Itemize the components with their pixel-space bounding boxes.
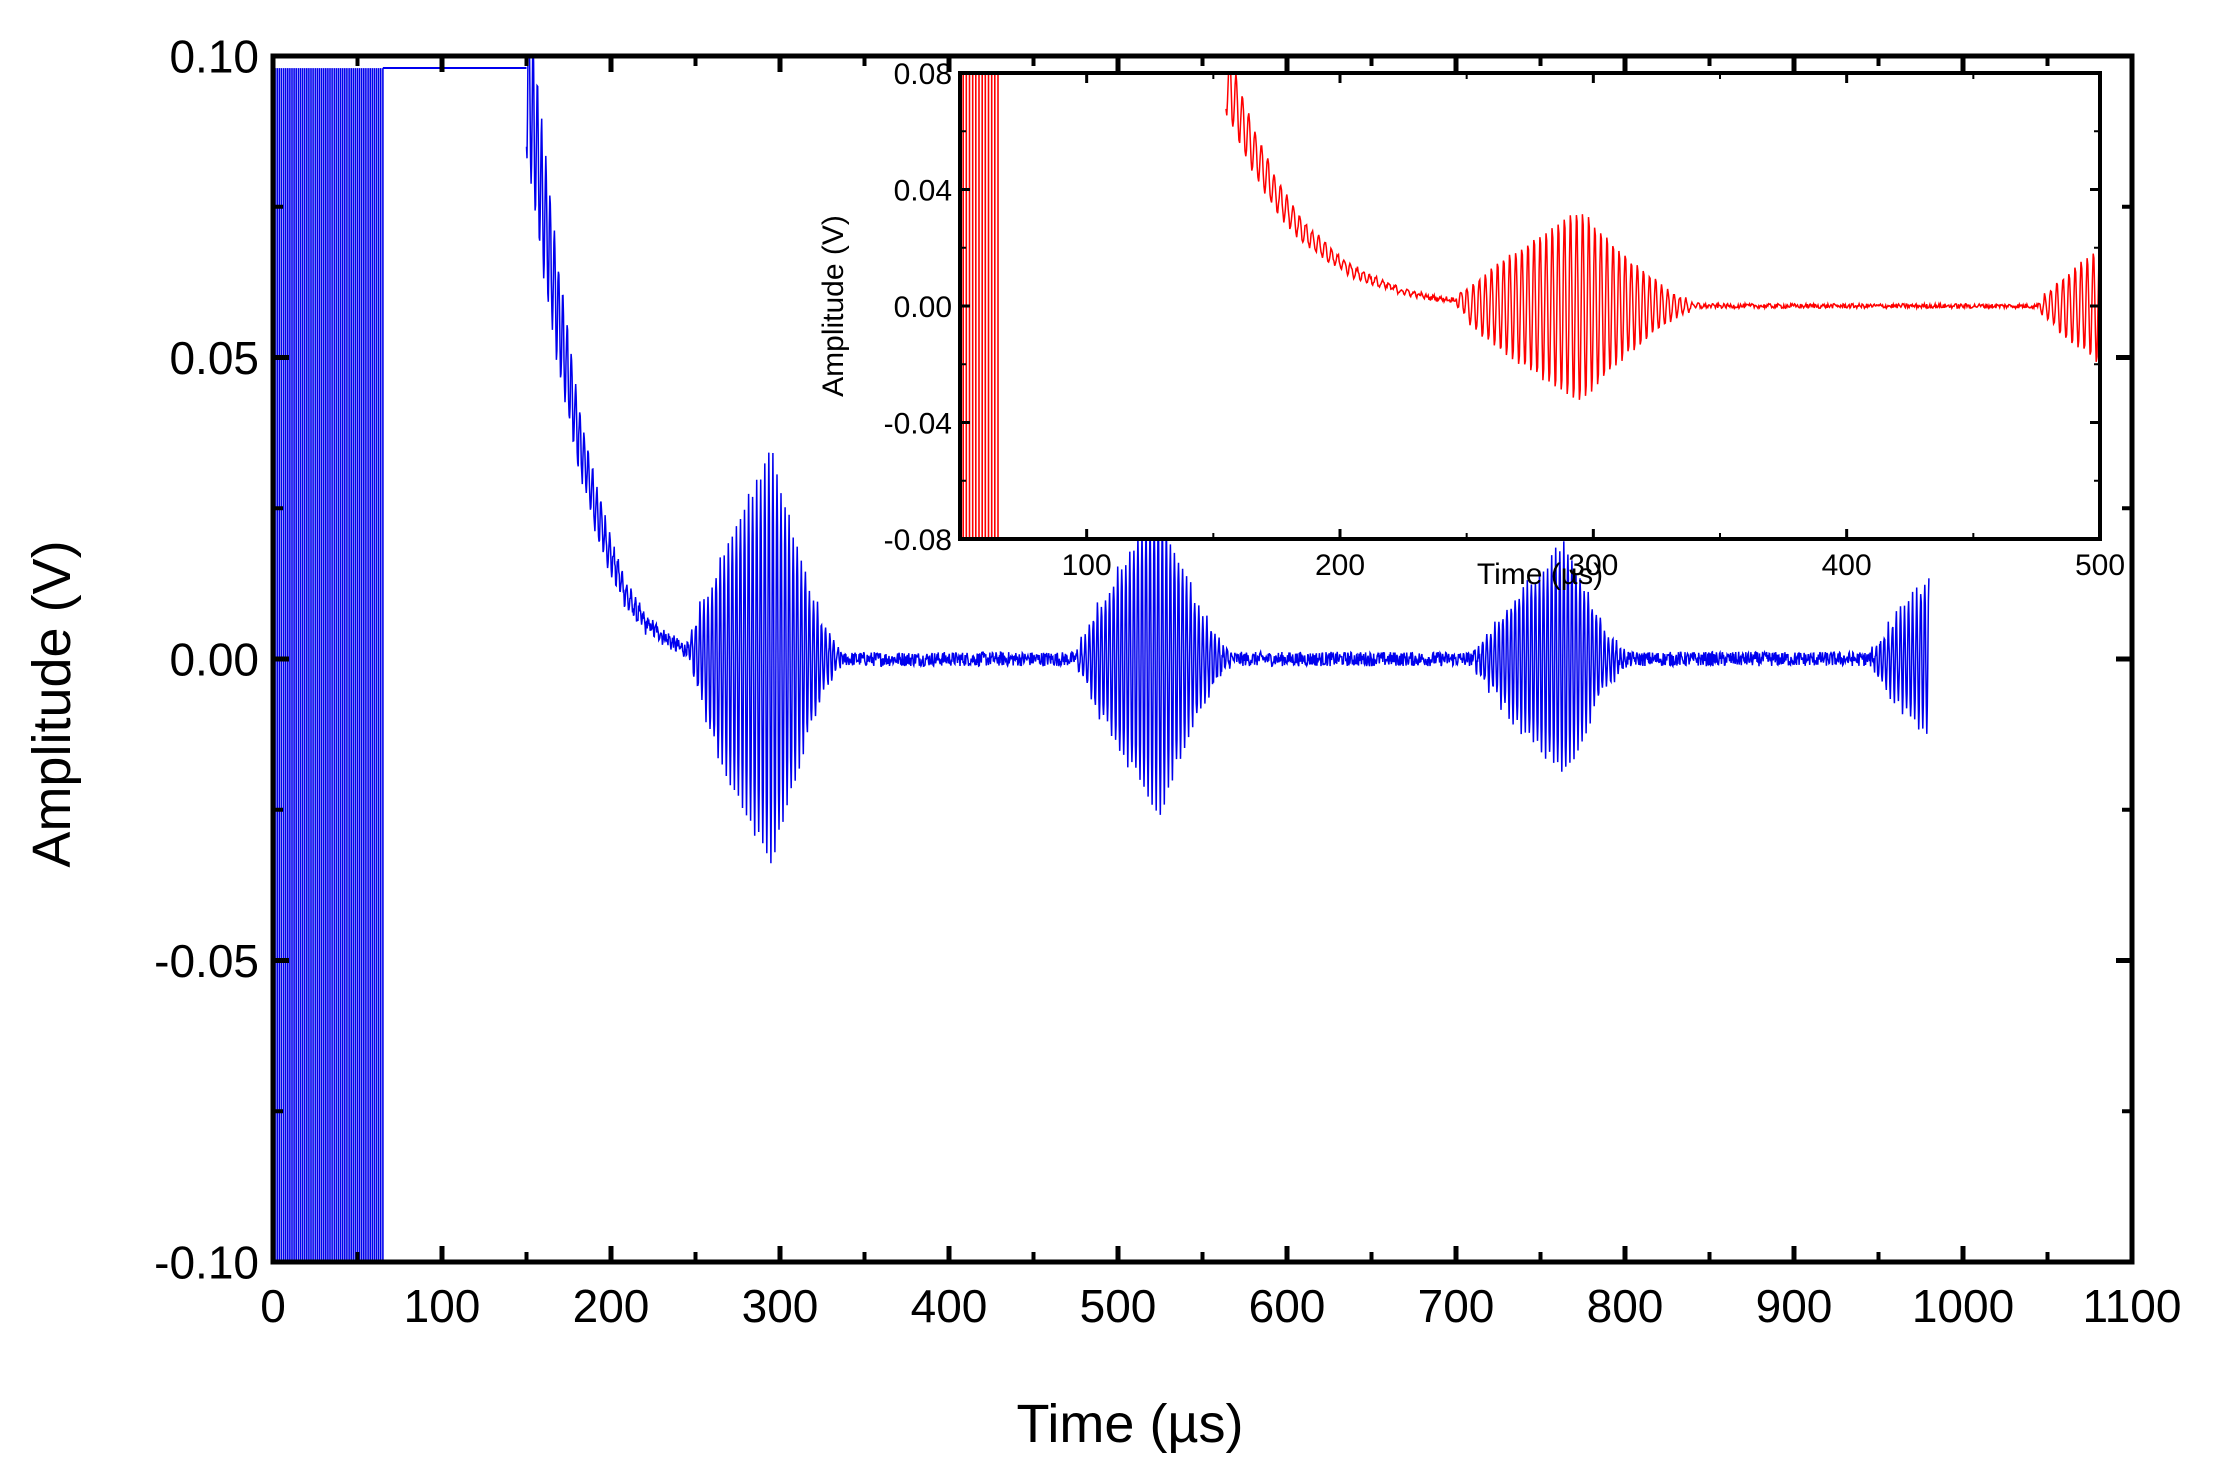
y-tick-label: -0.04 — [884, 407, 952, 440]
x-tick-label: 900 — [1756, 1280, 1833, 1332]
inset-y-axis-label: Amplitude (V) — [817, 215, 850, 397]
x-tick-label: 700 — [1418, 1280, 1495, 1332]
x-tick-label: 0 — [260, 1280, 286, 1332]
inset-x-axis-label: Time (µs) — [1477, 558, 1603, 591]
y-tick-label: 0.08 — [894, 58, 952, 91]
x-tick-label: 300 — [742, 1280, 819, 1332]
y-tick-label: 0.04 — [894, 174, 952, 207]
x-tick-label: 100 — [1062, 549, 1112, 582]
x-tick-label: 300 — [1568, 549, 1618, 582]
y-tick-label: 0.05 — [169, 332, 259, 384]
y-tick-label: 0.00 — [894, 291, 952, 324]
y-tick-label: -0.05 — [154, 935, 259, 987]
x-tick-label: 100 — [404, 1280, 481, 1332]
main-x-axis-label: Time (µs) — [1016, 1394, 1243, 1454]
x-tick-label: 400 — [1822, 549, 1872, 582]
y-tick-label: -0.10 — [154, 1237, 259, 1289]
main-plot-area: 0 100 200 300 400 500 600 700 800 900 1000 1100 0.10… — [154, 31, 2182, 1332]
x-tick-label: 1000 — [1912, 1280, 2014, 1332]
y-tick-label: -0.08 — [884, 524, 952, 557]
x-tick-label: 400 — [911, 1280, 988, 1332]
main-y-axis-label: Amplitude (V) — [22, 540, 82, 867]
x-tick-label: 600 — [1249, 1280, 1326, 1332]
x-tick-label: 1100 — [2083, 1280, 2182, 1332]
y-tick-label: 0.10 — [169, 31, 259, 83]
x-tick-label: 500 — [1080, 1280, 1157, 1332]
series-line — [525, 56, 1930, 864]
series-line — [1225, 73, 2100, 400]
x-tick-label: 200 — [1315, 549, 1365, 582]
x-tick-label: 200 — [573, 1280, 650, 1332]
x-tick-label: 500 — [2075, 549, 2125, 582]
y-tick-label: 0.00 — [169, 634, 259, 686]
series-burst — [273, 68, 384, 1262]
x-tick-label: 800 — [1587, 1280, 1664, 1332]
inset-plot-area: 100 200 300 400 500 0.08 0.04 0.00 -0.04 -0.08 — [884, 58, 2125, 582]
